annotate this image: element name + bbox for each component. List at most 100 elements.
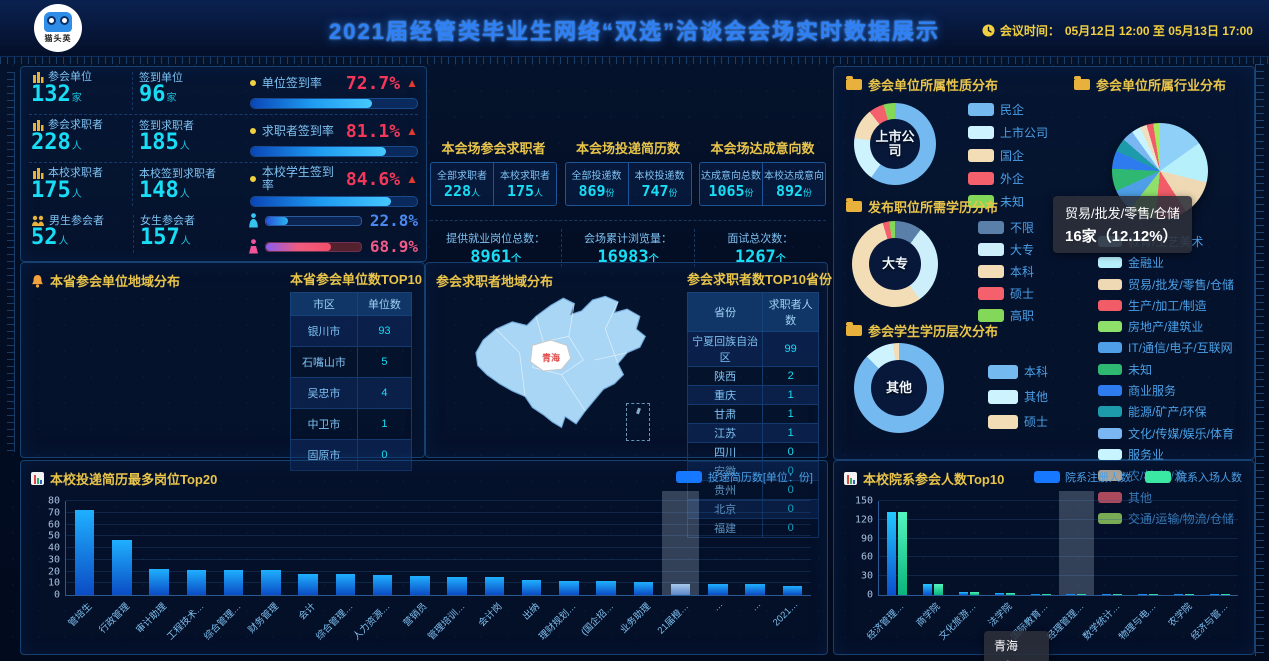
bar[interactable]	[223, 570, 244, 595]
legend-item[interactable]: 硕士	[988, 413, 1048, 430]
bar-entered[interactable]	[1185, 594, 1195, 595]
bar-entered[interactable]	[969, 591, 979, 595]
page-title: 2021届经管类毕业生网络“双选”洽谈会会场实时数据展示	[329, 19, 940, 44]
x-category-label: 管理培训…	[425, 601, 468, 643]
bar-registered[interactable]	[958, 591, 968, 595]
bar-entered[interactable]	[933, 584, 943, 595]
male-ratio-percent: 22.8%	[369, 211, 418, 230]
bar-entered[interactable]	[1077, 593, 1087, 595]
chart-plot-area: 0 30 60 90 120 150 经济管理… 商学院 文化旅游… 法学院 国际教育… 经理管理… 数…	[855, 491, 1238, 642]
legend-resume-count[interactable]: 投递简历数[单位：份]	[675, 469, 813, 485]
legend-item[interactable]: 商业服务	[1098, 382, 1234, 399]
legend-item[interactable]: 高职	[978, 307, 1034, 324]
stat-value: 148人	[138, 177, 190, 203]
folder-icon	[846, 76, 862, 90]
bar-registered[interactable]	[994, 593, 1004, 595]
bar-registered[interactable]	[886, 512, 896, 595]
panel-top20-jobs: 本校投递简历最多岗位Top20 投递简历数[单位：份] 0 10 20 30 40 50 6…	[20, 460, 828, 655]
china-map[interactable]	[448, 289, 686, 458]
rate-percent: 81.1%	[345, 120, 401, 142]
bar[interactable]	[745, 584, 765, 595]
legend-item[interactable]: 本科	[988, 363, 1048, 380]
legend-item[interactable]: 金融业	[1098, 254, 1234, 271]
legend-label: 国企	[1000, 149, 1025, 163]
legend-item[interactable]: 其他	[988, 388, 1048, 405]
bar[interactable]	[186, 570, 207, 595]
bar[interactable]	[559, 580, 579, 595]
bar[interactable]	[708, 584, 728, 595]
bar[interactable]	[782, 585, 803, 595]
legend-item[interactable]: 其他	[1098, 489, 1234, 506]
rate-progress-fill	[250, 197, 392, 206]
x-category-label: 商学院	[914, 601, 943, 630]
bar[interactable]	[633, 582, 654, 595]
bar-registered[interactable]	[1066, 593, 1076, 595]
bar-registered[interactable]	[1102, 593, 1112, 595]
legend-item[interactable]: 院系入场人数	[1145, 469, 1242, 485]
bar-slot: 行政管理	[97, 501, 140, 636]
bar[interactable]	[484, 577, 505, 595]
y-axis-tick: 150	[854, 495, 873, 507]
bar-registered[interactable]	[1030, 593, 1040, 595]
legend-item[interactable]: 大专	[978, 241, 1034, 258]
province-table-title: 本省参会单位数TOP10	[290, 272, 422, 287]
bar[interactable]	[447, 577, 467, 595]
legend-item[interactable]: 未知	[1098, 361, 1234, 378]
bar[interactable]	[596, 580, 616, 595]
bar[interactable]	[74, 510, 95, 595]
bar[interactable]	[410, 576, 430, 595]
legend-item[interactable]: 不限	[978, 219, 1034, 236]
bar-slot: …	[737, 501, 774, 613]
bar[interactable]	[521, 579, 542, 595]
legend-item[interactable]: 房地产/建筑业	[1098, 318, 1234, 335]
signin-rate: 求职者签到率 81.1% ▲	[242, 121, 418, 157]
bar[interactable]	[298, 573, 318, 595]
legend-item[interactable]: 院系注册人数	[1034, 469, 1131, 485]
province-seeker-table: 参会求职者数TOP10省份 省份 求职者人数 宁夏回族自治区 99 陕西 2 重庆 1 甘肃 1 江…	[686, 269, 832, 538]
bar[interactable]	[335, 573, 356, 595]
summary-cell: 达成意向总数 1065份	[701, 171, 761, 200]
bar-registered[interactable]	[1210, 594, 1220, 595]
chart-title-industry: 参会单位所属行业分布	[1096, 78, 1227, 93]
bar-entered[interactable]	[1221, 594, 1231, 595]
legend-item[interactable]: 文化/传媒/娱乐/体育	[1098, 425, 1234, 442]
legend-item[interactable]: IT/通信/电子/互联网	[1098, 339, 1234, 356]
table-row: 固原市 0	[290, 439, 413, 471]
bar[interactable]	[261, 570, 281, 595]
x-category-label: 会计	[296, 601, 319, 623]
bar-entered[interactable]	[1113, 593, 1123, 595]
legend-item[interactable]: 硕士	[978, 285, 1034, 302]
up-arrow-icon: ▲	[406, 172, 418, 186]
bar-registered[interactable]	[1138, 593, 1148, 595]
bar[interactable]	[670, 584, 691, 595]
legend-swatch	[978, 265, 1004, 278]
legend-item[interactable]: 能源/矿产/环保	[1098, 403, 1234, 420]
bar-registered[interactable]	[1174, 594, 1184, 595]
bar-entered[interactable]	[1149, 593, 1159, 595]
legend-item[interactable]: 未知	[968, 193, 1048, 210]
bar[interactable]	[149, 569, 169, 595]
bar-slot: 理财规划…	[537, 501, 587, 642]
legend-item[interactable]: 服务业	[1098, 446, 1234, 463]
chart-plot-area: 0 10 20 30 40 50 60 70 80 管培生 行政管理 审计助理 工程技术… 综合管理… 财务…	[48, 491, 811, 642]
chart-title-edu: 发布职位所需学历分布	[868, 200, 999, 215]
bar-entered[interactable]	[1005, 593, 1015, 595]
bar-slots: 管培生 行政管理 审计助理 工程技术… 综合管理… 财务管理 会计 综合管理… 人力资源… 营销员…	[66, 501, 811, 642]
bar[interactable]	[372, 575, 393, 595]
legend-swatch	[978, 309, 1004, 322]
legend-item[interactable]: 贸易/批发/零售/仓储	[1098, 276, 1234, 293]
stat-value: 132家	[31, 82, 82, 107]
bar[interactable]	[112, 539, 132, 595]
legend-item[interactable]: 国企	[968, 147, 1048, 164]
legend-item[interactable]: 生产/加工/制造	[1098, 297, 1234, 314]
legend-item[interactable]: 本科	[978, 263, 1034, 280]
legend-item[interactable]: 民企	[968, 101, 1048, 118]
legend-item[interactable]: 上市公司	[968, 124, 1048, 141]
bar-entered[interactable]	[897, 512, 907, 595]
bar-entered[interactable]	[1041, 593, 1051, 595]
legend-item[interactable]: 外企	[968, 170, 1048, 187]
legend-swatch	[1098, 406, 1122, 418]
stat-label: 参会求职者	[31, 119, 132, 132]
legend-item[interactable]: 交通/运输/物流/仓储	[1098, 510, 1234, 527]
bar-registered[interactable]	[922, 584, 932, 595]
